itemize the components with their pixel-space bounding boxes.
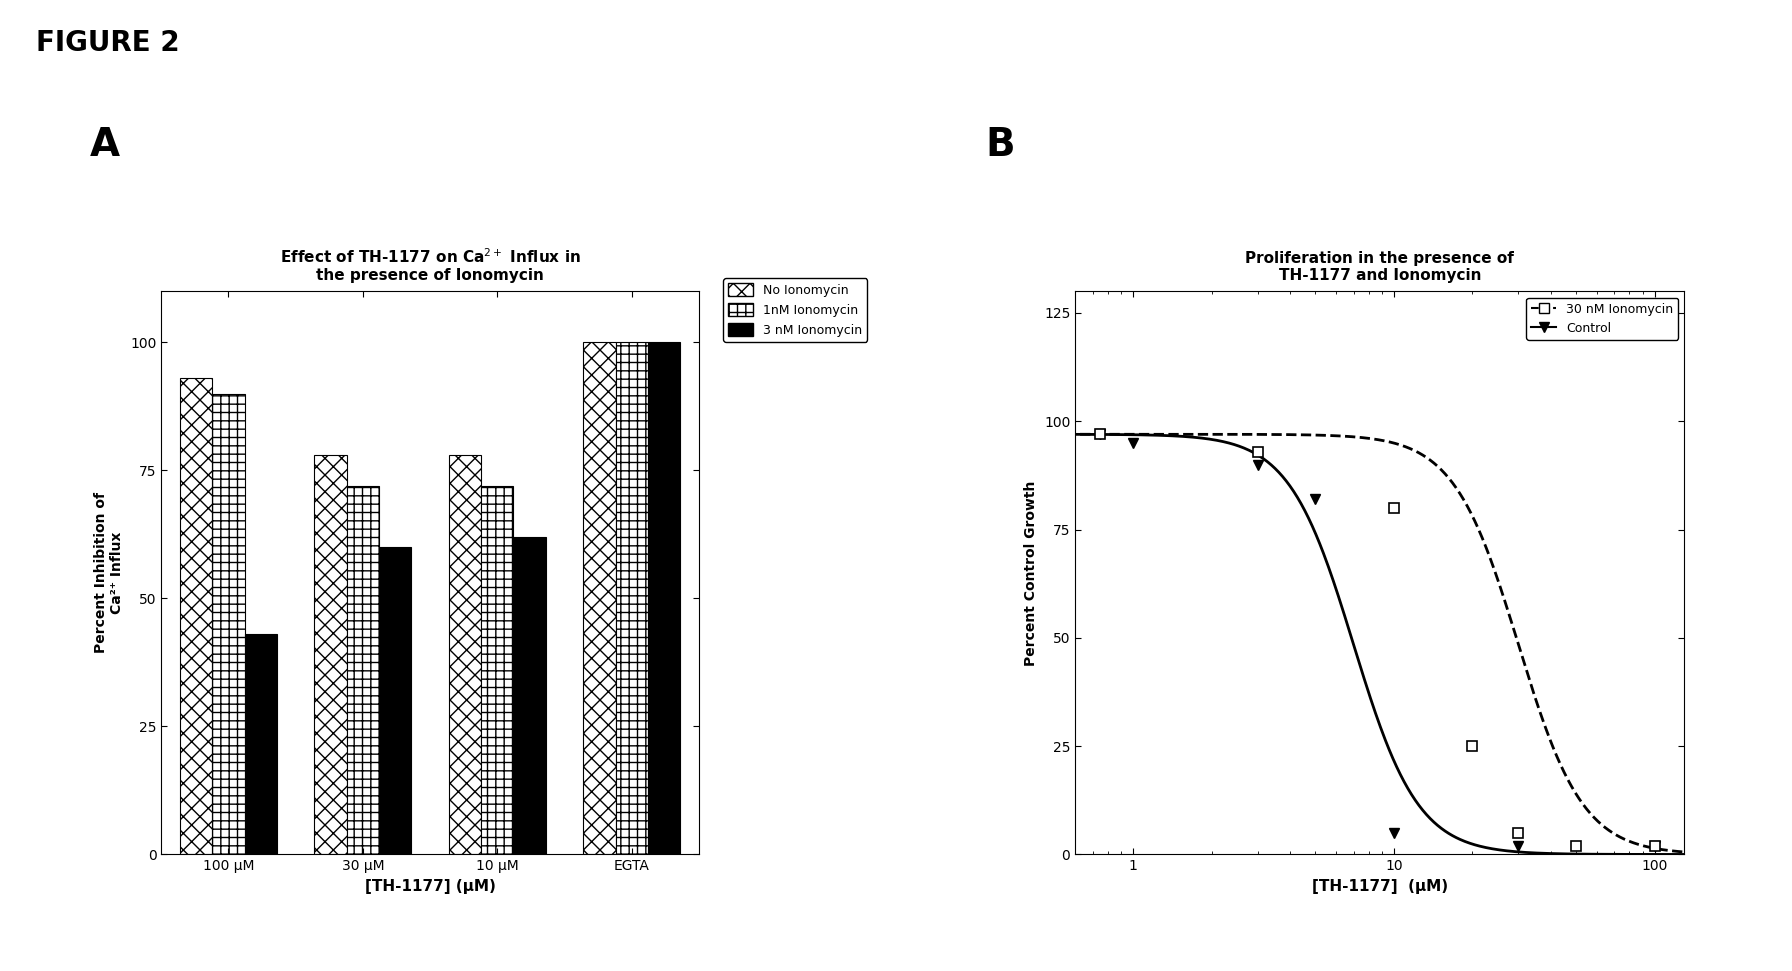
Title: Effect of TH-1177 on Ca$^{2+}$ Influx in
the presence of Ionomycin: Effect of TH-1177 on Ca$^{2+}$ Influx in… — [280, 247, 581, 284]
Y-axis label: Percent Control Growth: Percent Control Growth — [1025, 481, 1038, 665]
Legend: No Ionomycin, 1nM Ionomycin, 3 nM Ionomycin: No Ionomycin, 1nM Ionomycin, 3 nM Ionomy… — [722, 278, 867, 342]
Bar — [348, 486, 380, 854]
Y-axis label: Percent Inhibition of
Ca²⁺ Influx: Percent Inhibition of Ca²⁺ Influx — [95, 492, 124, 653]
Bar — [380, 548, 412, 854]
X-axis label: [TH-1177]  (μM): [TH-1177] (μM) — [1312, 879, 1448, 894]
Title: Proliferation in the presence of
TH-1177 and Ionomycin: Proliferation in the presence of TH-1177… — [1245, 251, 1514, 284]
Bar — [514, 537, 547, 854]
Bar — [480, 486, 514, 854]
Bar — [179, 379, 211, 854]
Bar — [244, 634, 276, 854]
Bar — [211, 393, 244, 854]
Bar — [649, 343, 681, 854]
X-axis label: [TH-1177] (μM): [TH-1177] (μM) — [364, 879, 496, 894]
Text: B: B — [986, 126, 1016, 164]
Text: FIGURE 2: FIGURE 2 — [36, 29, 179, 57]
Bar — [616, 343, 649, 854]
Bar — [315, 455, 348, 854]
Text: A: A — [90, 126, 120, 164]
Bar — [584, 343, 616, 854]
Bar — [448, 455, 480, 854]
Legend: 30 nM Ionomycin, Control: 30 nM Ionomycin, Control — [1527, 297, 1679, 340]
